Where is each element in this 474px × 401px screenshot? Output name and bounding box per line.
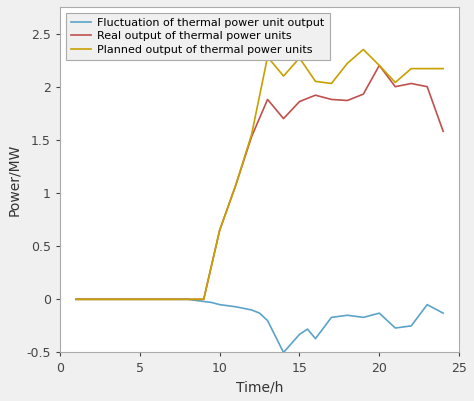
Y-axis label: Power/MW: Power/MW <box>7 144 21 216</box>
X-axis label: Time/h: Time/h <box>236 380 283 394</box>
Legend: Fluctuation of thermal power unit output, Real output of thermal power units, Pl: Fluctuation of thermal power unit output… <box>65 12 329 60</box>
